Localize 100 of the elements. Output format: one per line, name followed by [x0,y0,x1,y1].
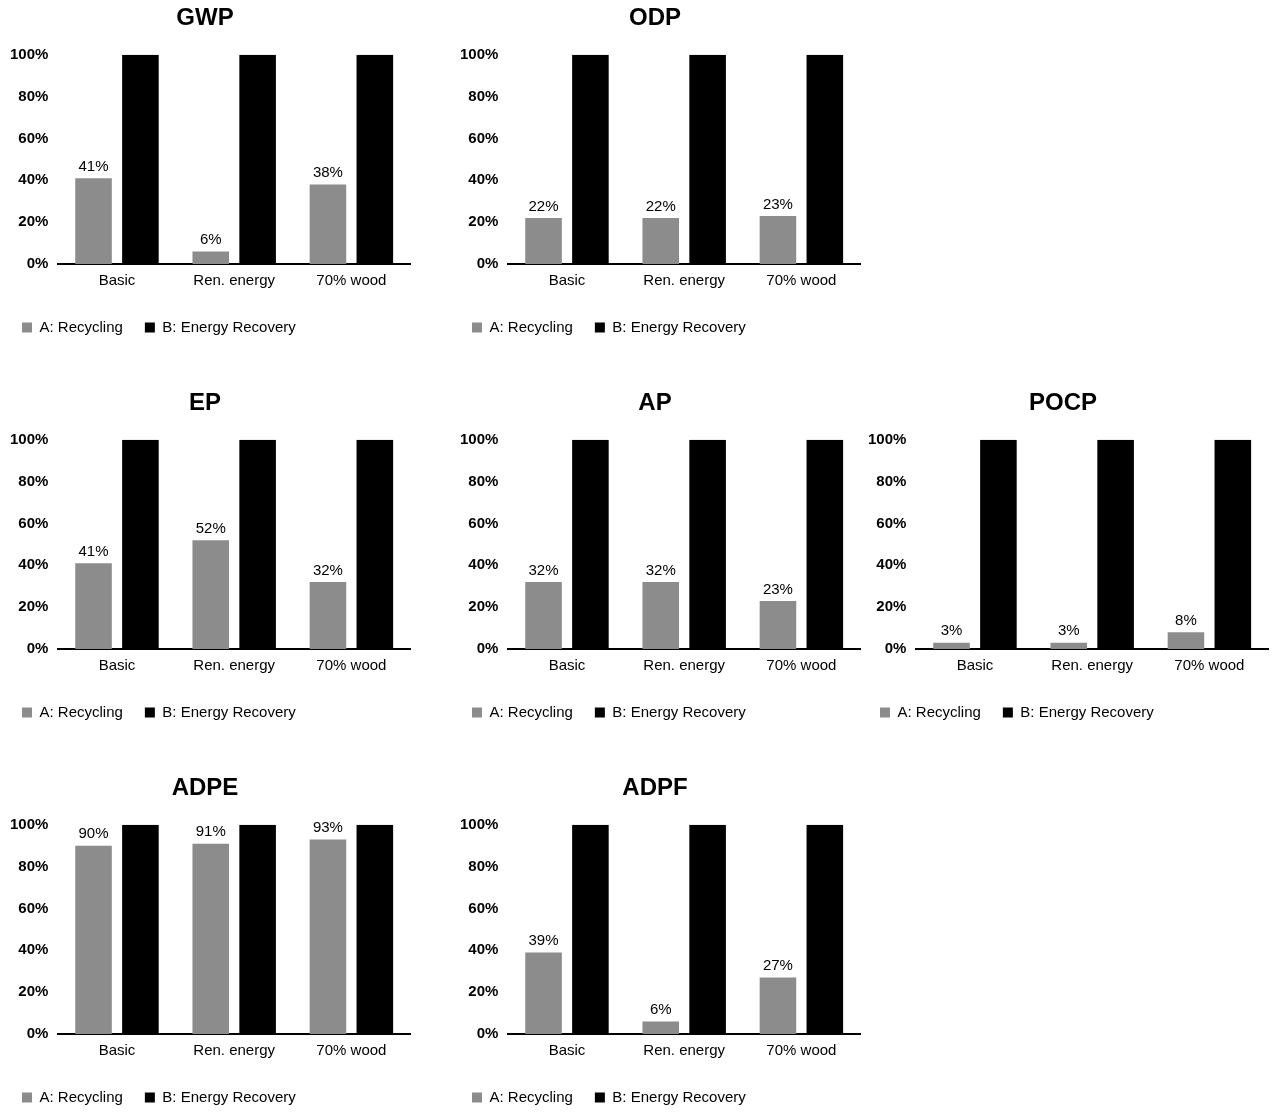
y-tick-label: 0% [476,639,499,657]
legend-label: B: Energy Recovery [612,1087,747,1105]
x-tick-label: Ren. energy [193,656,276,674]
y-tick-label: 40% [468,940,499,958]
y-tick-label: 40% [468,555,499,573]
x-tick-label: Basic [548,1041,586,1059]
y-tick-label: 0% [26,254,49,272]
x-tick-label: Basic [548,271,586,289]
bar [525,952,562,1034]
data-label: 93% [312,818,343,836]
y-tick-label: 80% [18,856,49,874]
y-tick-label: 40% [18,940,49,958]
x-tick-label: Ren. energy [643,1041,726,1059]
chart-title: EP [188,388,222,416]
y-tick-label: 60% [468,898,499,916]
bar [192,843,230,1034]
data-label: 32% [528,560,559,578]
legend-label: B: Energy Recovery [162,1087,297,1105]
y-tick-label: 80% [876,471,907,489]
y-tick-label: 60% [876,513,907,531]
bar [642,1021,680,1034]
bar [75,563,112,649]
y-tick-label: 20% [18,597,49,615]
x-tick-label: Basic [98,656,136,674]
chart-title: ADPF [622,773,688,801]
y-tick-label: 80% [18,86,49,104]
bar [309,184,347,264]
chart-title: POCP [1028,388,1098,416]
x-tick-label: 70% wood [316,271,387,289]
legend-label: B: Energy Recovery [162,317,297,335]
bar [642,582,680,649]
bar [192,540,230,649]
x-tick-label: 70% wood [766,271,837,289]
data-label: 23% [762,579,793,597]
y-tick-label: 0% [476,254,499,272]
y-tick-label: 20% [468,982,499,1000]
legend-label: B: Energy Recovery [162,702,297,720]
chart-title: ADPE [171,773,239,801]
y-tick-label: 40% [18,555,49,573]
x-tick-label: Ren. energy [1051,656,1134,674]
y-tick-label: 60% [18,898,49,916]
data-label: 22% [645,196,676,214]
y-tick-label: 100% [9,44,49,62]
y-tick-label: 0% [26,1024,49,1042]
y-tick-label: 100% [867,429,907,447]
bar [759,215,797,264]
x-tick-label: Ren. energy [193,271,276,289]
x-tick-label: 70% wood [316,1041,387,1059]
y-tick-label: 80% [468,856,499,874]
legend-label: A: Recycling [39,317,123,335]
bar [525,582,562,649]
x-tick-label: Basic [548,656,586,674]
chart-title: GWP [176,3,234,31]
chart-title: AP [638,388,672,416]
y-tick-label: 20% [18,212,49,230]
y-tick-label: 40% [876,555,907,573]
data-label: 22% [528,196,559,214]
data-label: 8% [1175,610,1197,628]
data-label: 3% [940,621,963,639]
y-tick-label: 60% [18,128,49,146]
bar [192,251,230,264]
x-tick-label: Ren. energy [193,1041,276,1059]
chart-title: ODP [628,3,682,31]
bar [309,839,347,1034]
y-tick-label: 20% [468,597,499,615]
data-label: 3% [1057,621,1080,639]
legend-label: B: Energy Recovery [612,702,747,720]
y-tick-label: 0% [884,639,907,657]
x-tick-label: Basic [98,1041,136,1059]
legend-label: A: Recycling [489,317,573,335]
data-label: 39% [528,931,559,949]
x-tick-label: Basic [98,271,136,289]
y-tick-label: 60% [18,513,49,531]
y-tick-label: 0% [476,1024,499,1042]
y-tick-label: 100% [9,429,49,447]
data-label: 27% [762,956,793,974]
x-tick-label: 70% wood [1174,656,1245,674]
data-label: 6% [199,230,222,248]
y-tick-label: 80% [18,471,49,489]
bar [1167,632,1205,649]
bar [75,845,112,1034]
data-label: 91% [195,822,226,840]
data-label: 32% [312,560,343,578]
legend-label: A: Recycling [39,702,123,720]
y-tick-label: 40% [18,170,49,188]
y-tick-label: 0% [26,639,49,657]
y-tick-label: 20% [876,597,907,615]
y-tick-label: 80% [468,86,499,104]
data-label: 41% [78,156,109,174]
legend-label: A: Recycling [489,1087,573,1105]
y-tick-label: 100% [459,429,499,447]
y-tick-label: 100% [459,814,499,832]
y-tick-label: 20% [18,982,49,1000]
y-tick-label: 40% [468,170,499,188]
data-label: 6% [649,1000,672,1018]
bar [642,217,680,264]
y-tick-label: 60% [468,128,499,146]
x-tick-label: Ren. energy [643,656,726,674]
bar [1050,642,1088,649]
data-label: 52% [195,518,226,536]
